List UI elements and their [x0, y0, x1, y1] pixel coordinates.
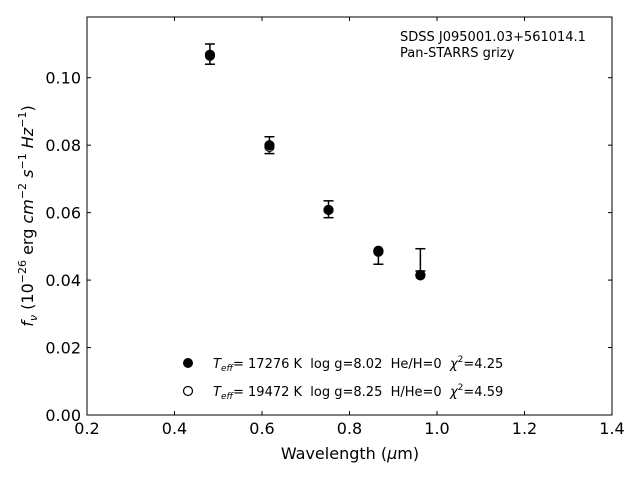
x-tick-label: 0.6	[249, 419, 274, 438]
model-point-filled	[204, 49, 216, 60]
x-axis: 0.2 0.4 0.6 0.8 1.0 1.2 1.4	[74, 17, 625, 438]
legend-marker-filled	[183, 358, 193, 368]
x-tick-label: 1.2	[512, 419, 537, 438]
x-tick-label: 1.4	[599, 419, 624, 438]
legend-marker-open	[182, 385, 194, 397]
y-tick-label: 0.00	[45, 406, 81, 425]
legend-entry-1: Teff= 17276 K log g=8.02 He/H=0 χ2=4.25	[213, 355, 503, 374]
x-tick-label: 0.2	[74, 419, 99, 438]
y-tick-label: 0.06	[45, 204, 81, 223]
model-point-filled	[323, 204, 334, 216]
y-tick-label: 0.04	[45, 271, 81, 290]
legend: Teff= 17276 K log g=8.02 He/H=0 χ2=4.25 …	[182, 355, 503, 402]
x-tick-label: 0.8	[337, 419, 362, 438]
x-axis-label: Wavelength (μm)	[281, 444, 419, 463]
y-axis-label: fν (10−26 erg cm−2 s−1 Hz−1)	[16, 105, 40, 326]
object-name-annotation: SDSS J095001.03+561014.1	[400, 30, 586, 45]
y-tick-label: 0.08	[45, 136, 81, 155]
legend-entry-2: Teff= 19472 K log g=8.25 H/He=0 χ2=4.59	[213, 383, 503, 402]
y-tick-label: 0.02	[45, 339, 81, 358]
y-tick-label: 0.10	[45, 69, 81, 88]
axes-frame	[86, 16, 613, 416]
model-point-filled	[415, 270, 426, 281]
x-tick-label: 0.4	[162, 419, 187, 438]
model-point-filled	[373, 246, 384, 257]
x-tick-label: 1.0	[424, 419, 449, 438]
plot-area	[204, 43, 426, 281]
survey-annotation: Pan-STARRS grizy	[400, 46, 515, 61]
model-point-filled	[264, 140, 275, 151]
y-axis: 0.00 0.02 0.04 0.06 0.08 0.10	[45, 69, 612, 425]
